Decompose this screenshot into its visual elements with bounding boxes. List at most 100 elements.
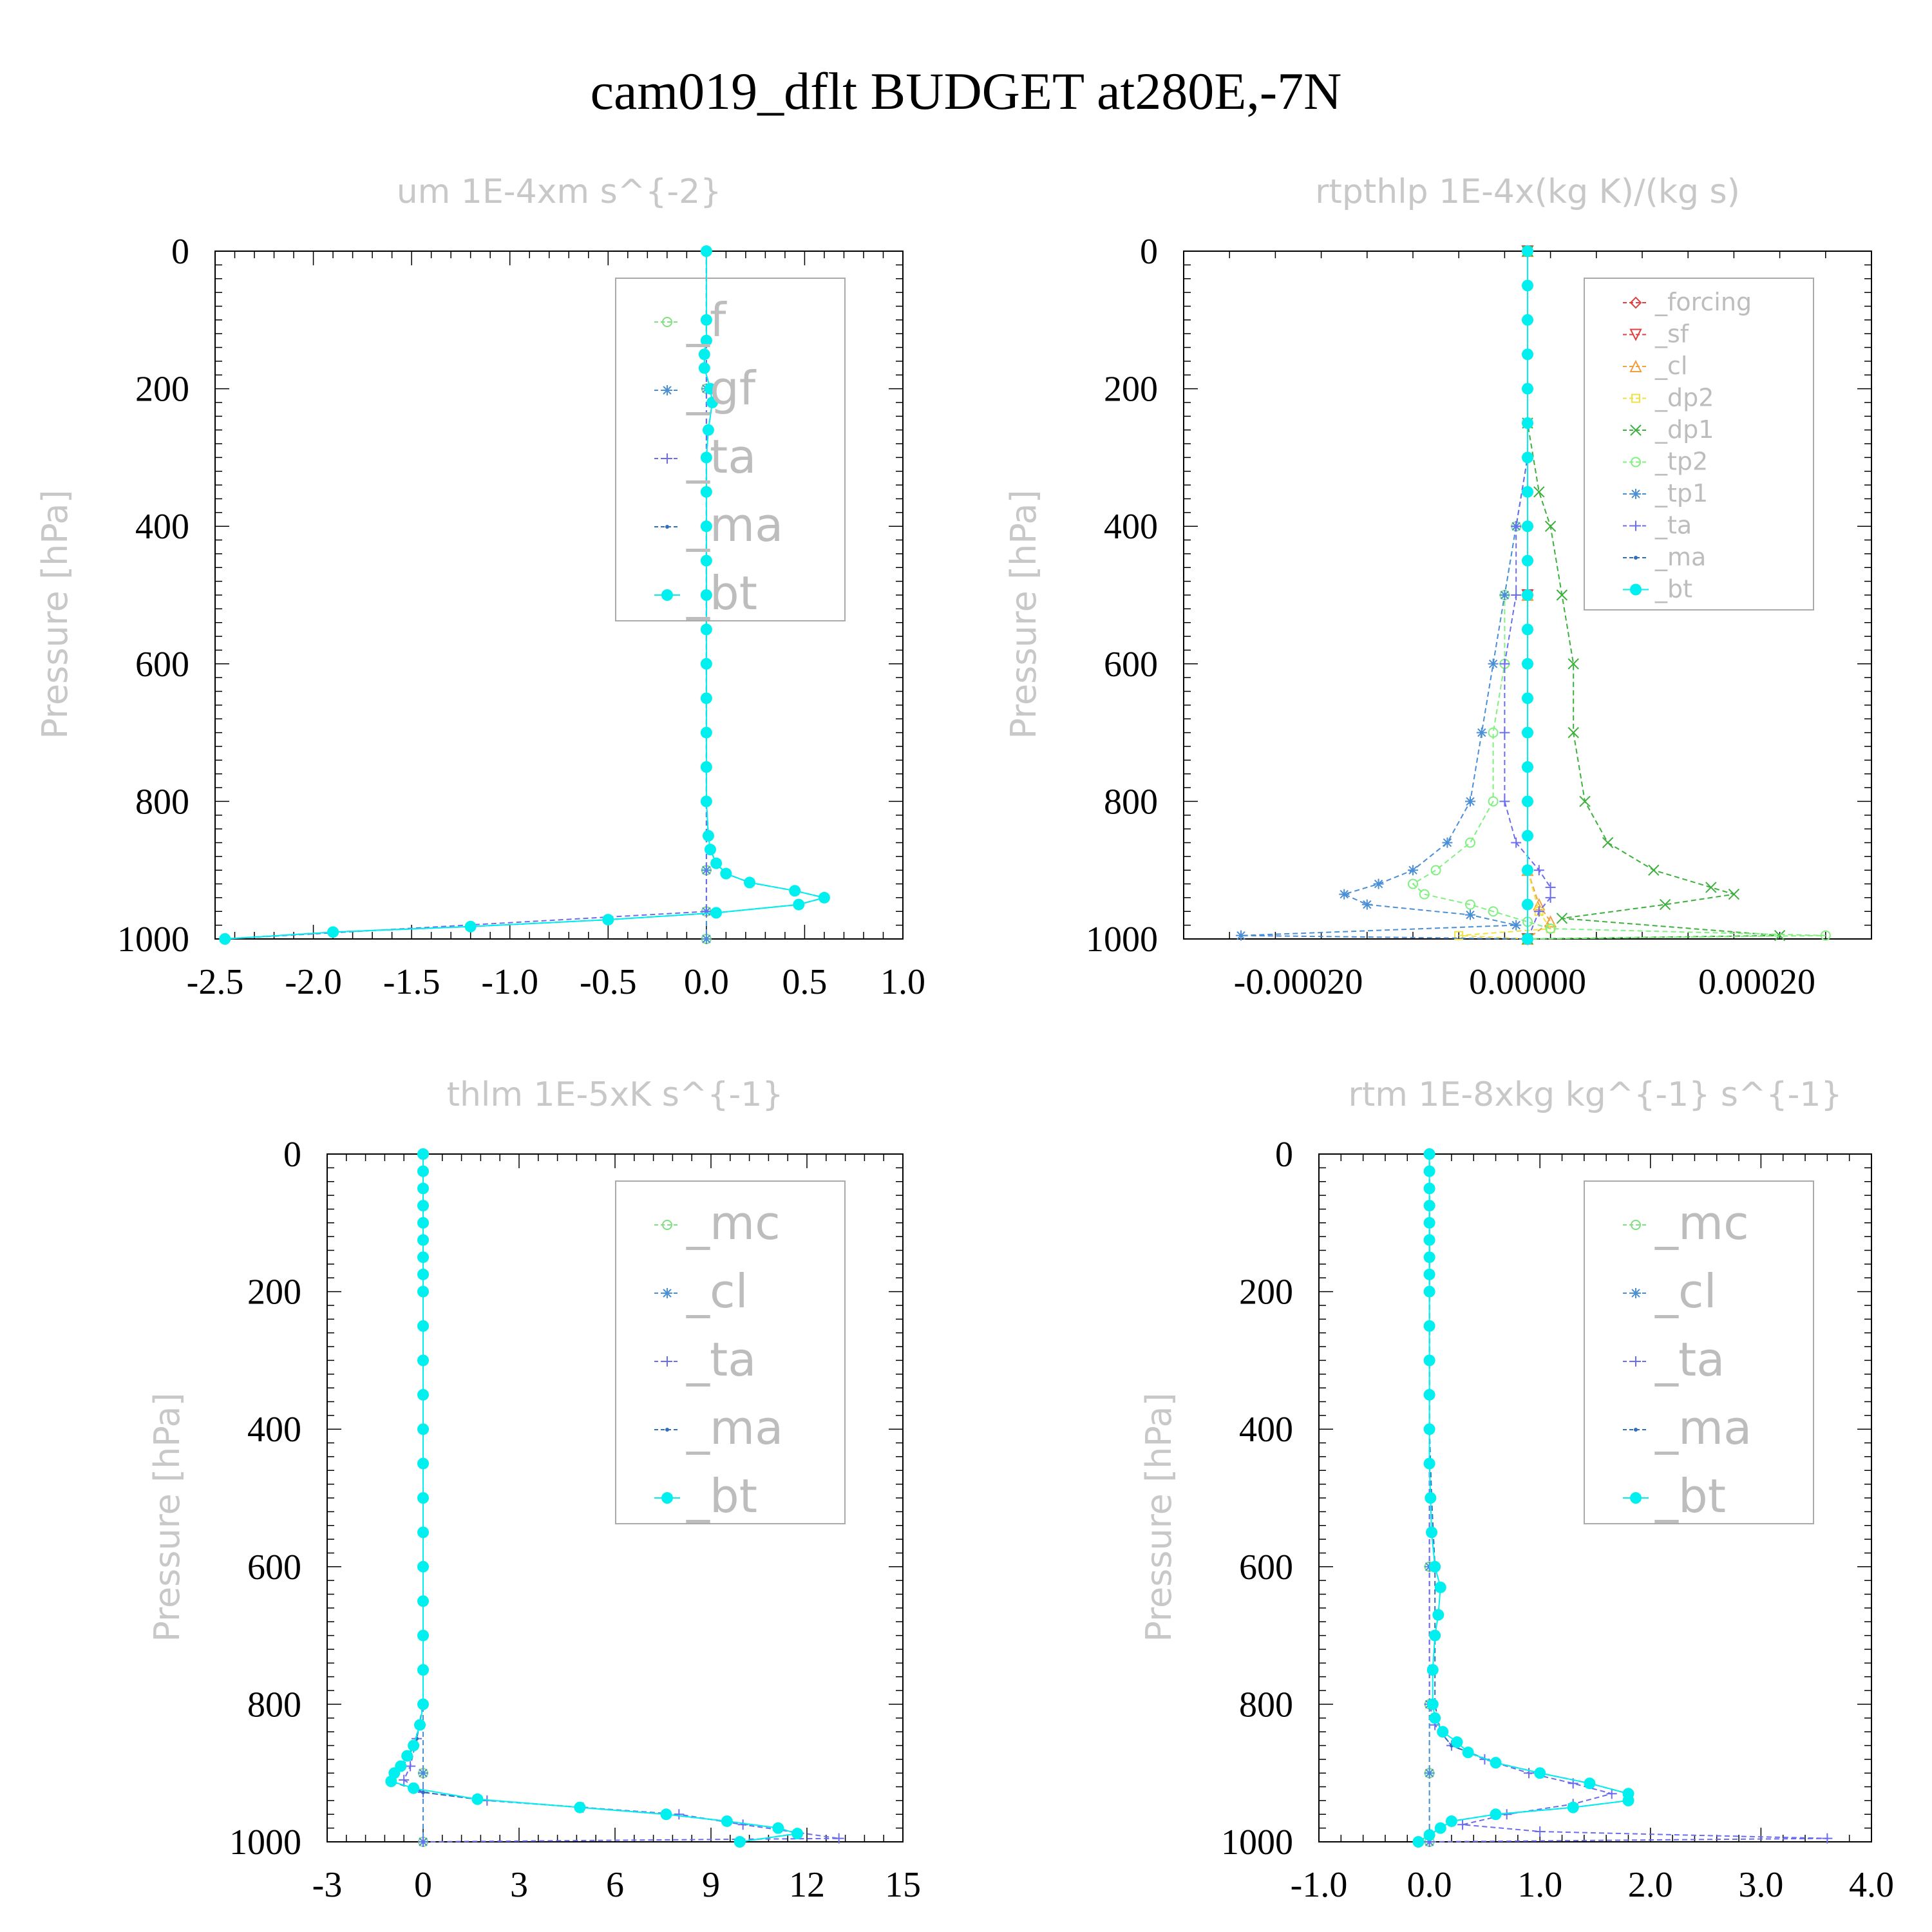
data-point (1544, 520, 1557, 532)
series-tp1 (1236, 246, 1533, 944)
data-point (1533, 486, 1545, 498)
axis-ticks (1318, 1153, 1872, 1842)
x-tick-label: 0.00000 (1469, 962, 1586, 1002)
y-tick-label: 600 (1104, 645, 1158, 685)
axis-ticks (214, 251, 904, 940)
data-point (1408, 865, 1418, 876)
data-point (414, 1719, 426, 1731)
y-tick-label: 0 (1275, 1135, 1293, 1175)
legend-marker (662, 1356, 672, 1367)
data-point (1544, 915, 1557, 928)
x-tick-label: 15 (885, 1865, 921, 1905)
y-tick-label: 600 (135, 645, 189, 685)
series-line (1428, 1154, 1828, 1842)
data-point (417, 1182, 429, 1195)
series-ta (399, 1149, 844, 1847)
legend-marker (1631, 457, 1641, 468)
data-point (1511, 920, 1522, 931)
data-point (417, 1251, 429, 1264)
y-axis-label: Pressure [hPa] (1003, 489, 1044, 739)
legend-marker (1629, 296, 1642, 309)
data-point (701, 906, 712, 917)
data-point (1522, 348, 1533, 361)
x-tick-label: -2.5 (187, 962, 244, 1002)
legend-marker (662, 1220, 672, 1230)
data-point (1462, 1747, 1474, 1759)
data-point (701, 934, 712, 944)
legend: _forcing _sf _cl _dp2 _dp1 _tp2 _tp1 _ta _ma _bt (1584, 278, 1814, 611)
data-point (1522, 554, 1533, 567)
panel-title: rtpthlp 1E-4x(kg K)/(kg s) (1315, 173, 1740, 211)
legend-marker (1629, 328, 1642, 341)
data-point (417, 1698, 429, 1710)
data-point (1426, 1698, 1439, 1710)
data-point (706, 396, 719, 408)
data-point (1499, 727, 1510, 738)
data-point (1705, 882, 1717, 893)
data-point (1423, 1182, 1435, 1195)
data-point (421, 1790, 425, 1795)
legend-label: _dp2 (1654, 384, 1714, 412)
data-point (1499, 658, 1510, 669)
data-point (700, 554, 712, 567)
data-point (1606, 1788, 1617, 1799)
data-point (1432, 1609, 1444, 1621)
data-point (1423, 1148, 1435, 1160)
data-point (1820, 930, 1831, 941)
data-point (700, 486, 712, 498)
x-tick-label: -3 (312, 1865, 343, 1905)
data-point (1423, 1234, 1435, 1246)
legend-label: _tp1 (1654, 479, 1708, 507)
panel-title: um 1E-4xm s^{-2} (397, 173, 722, 211)
x-tick-label: 0.0 (684, 962, 729, 1002)
data-point (701, 865, 712, 876)
data-point (1425, 1492, 1437, 1504)
data-point (1423, 1251, 1435, 1264)
data-point (417, 1217, 429, 1229)
data-point (1522, 451, 1533, 464)
data-point (417, 1423, 429, 1435)
y-axis-label: Pressure [hPa] (35, 489, 75, 739)
data-point (408, 1782, 420, 1794)
data-point (1728, 888, 1740, 900)
data-point (700, 334, 712, 346)
data-point (702, 424, 714, 436)
data-point (1423, 1423, 1435, 1435)
series-line (1527, 251, 1780, 940)
data-point (1534, 1767, 1546, 1779)
data-point (1511, 837, 1522, 848)
data-point (1490, 1757, 1502, 1769)
data-point (700, 520, 712, 533)
data-point (417, 1320, 429, 1332)
data-point (417, 1388, 429, 1401)
panel-3: thlm 1E-5xK s^{-1} Pressure [hPa] 0 200 400 6… (147, 1075, 921, 1905)
data-point (327, 926, 339, 938)
y-tick-label: 200 (247, 1273, 301, 1312)
legend-label: _gf (686, 361, 757, 415)
x-tick-label: 2.0 (1628, 1865, 1673, 1905)
data-point (417, 1354, 429, 1367)
data-point (1522, 933, 1533, 945)
data-point (710, 857, 723, 869)
legend-box (615, 278, 846, 621)
y-axis-label: Pressure [hPa] (147, 1392, 187, 1642)
data-point (1584, 1777, 1596, 1790)
y-tick-label: 1000 (1221, 1823, 1293, 1862)
data-point (1522, 383, 1533, 395)
data-point (1511, 590, 1522, 600)
data-point (418, 1837, 428, 1847)
legend-label: _mc (1654, 1196, 1749, 1250)
data-point (1423, 1354, 1435, 1367)
x-tick-label: -0.00020 (1234, 962, 1363, 1002)
y-tick-label: 0 (1140, 232, 1158, 272)
data-point (385, 1776, 397, 1788)
legend-marker (662, 1288, 672, 1298)
legend-marker (1629, 359, 1642, 372)
data-point (471, 1793, 484, 1805)
data-point (704, 383, 716, 395)
data-point (1522, 520, 1533, 533)
data-point (1522, 829, 1533, 842)
panel-title: rtm 1E-8xkg kg^{-1} s^{-1} (1348, 1075, 1842, 1114)
data-point (793, 898, 805, 911)
data-point (1465, 909, 1475, 920)
